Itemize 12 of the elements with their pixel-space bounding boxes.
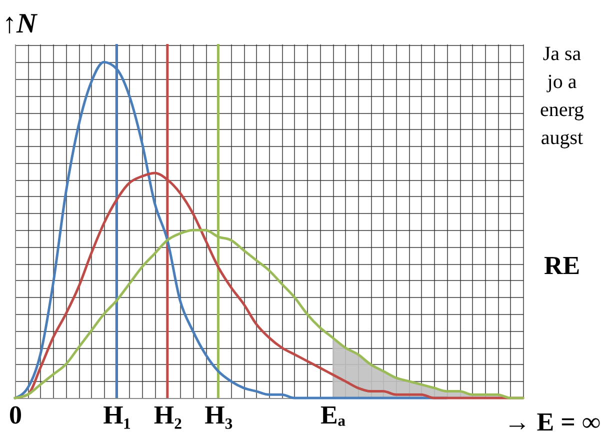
x-tick-label: 0 bbox=[9, 400, 22, 430]
y-axis-title: ↑N bbox=[2, 8, 38, 40]
x-tick-label: H₃ bbox=[204, 400, 233, 430]
x-tick-label: Eₐ bbox=[320, 400, 346, 430]
x-axis-title: → E = ∞ bbox=[504, 408, 600, 436]
text: Ja sa bbox=[542, 42, 582, 67]
text: augst bbox=[540, 126, 584, 151]
text: RE bbox=[542, 251, 582, 280]
x-tick-label: H₁ bbox=[103, 400, 132, 430]
text: energ bbox=[538, 98, 586, 123]
text: jo a bbox=[546, 70, 578, 95]
x-tick-label: H₂ bbox=[154, 400, 182, 430]
